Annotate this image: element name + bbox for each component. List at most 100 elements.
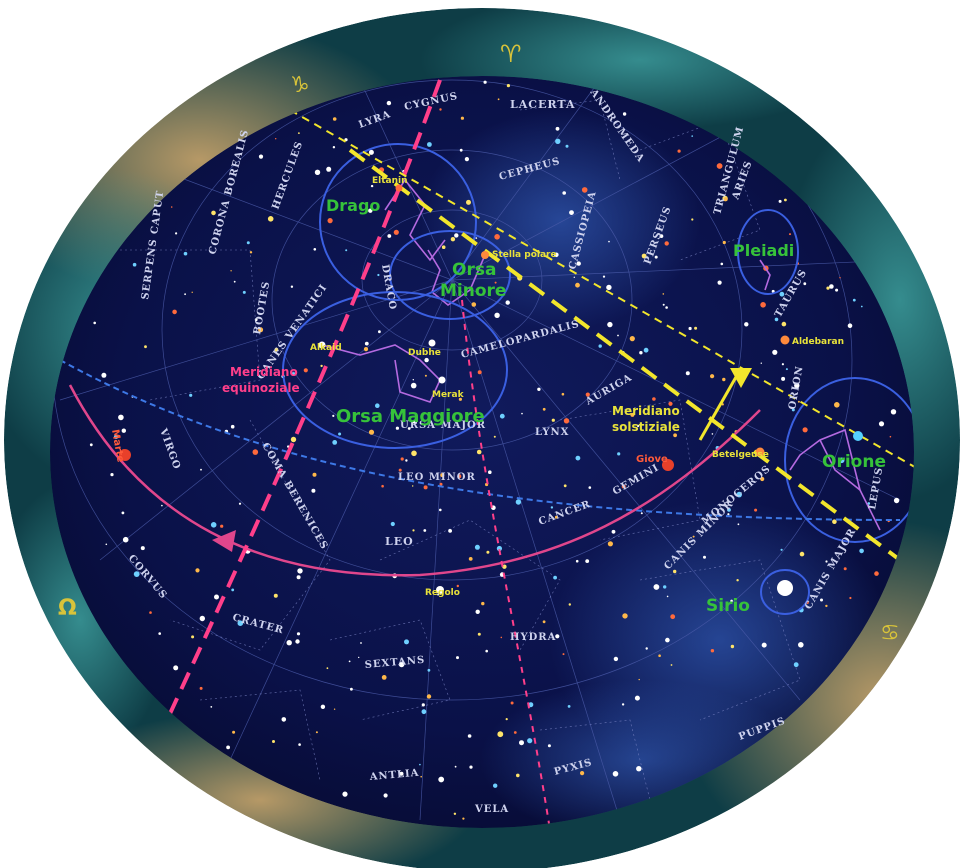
star — [598, 344, 602, 348]
star — [581, 187, 588, 193]
label-sirio: Sirio — [706, 596, 750, 616]
star — [220, 524, 224, 528]
star — [230, 424, 235, 429]
star — [459, 148, 463, 152]
star — [320, 704, 326, 709]
star — [519, 740, 524, 746]
star — [326, 166, 332, 172]
ecliptic-arrow-icon — [212, 530, 236, 552]
star — [737, 523, 740, 526]
solstice-marker — [698, 369, 742, 441]
star — [118, 414, 124, 421]
star — [291, 372, 296, 376]
star — [252, 449, 259, 455]
solstice-arrow-icon — [730, 368, 752, 388]
star — [441, 245, 446, 249]
star — [575, 455, 581, 461]
pleiades-outline — [737, 209, 799, 295]
label-orsa-minore-1: Orsa — [452, 260, 496, 280]
star — [785, 368, 788, 371]
star — [296, 632, 301, 636]
star — [483, 80, 487, 84]
star — [191, 291, 193, 293]
star — [685, 371, 690, 376]
star — [859, 548, 864, 554]
star — [158, 632, 161, 635]
star — [838, 457, 845, 464]
star — [550, 506, 554, 509]
star — [621, 484, 626, 489]
star — [710, 649, 715, 653]
star — [424, 374, 427, 377]
dubhe-star — [428, 339, 436, 347]
star — [296, 575, 301, 580]
star — [170, 206, 173, 208]
star — [274, 347, 279, 352]
star — [730, 599, 733, 603]
star — [567, 705, 571, 708]
star — [395, 426, 399, 430]
star — [797, 400, 800, 403]
star — [493, 435, 496, 438]
star — [101, 372, 107, 378]
star — [607, 541, 614, 547]
star — [659, 234, 664, 239]
star — [793, 662, 799, 668]
star — [438, 776, 445, 783]
star — [621, 703, 625, 706]
star — [439, 108, 442, 111]
star — [295, 639, 300, 644]
star — [326, 667, 329, 670]
star — [781, 376, 786, 381]
star — [161, 504, 163, 507]
star — [723, 197, 728, 202]
star — [772, 349, 778, 355]
star — [298, 743, 301, 746]
star — [673, 433, 677, 438]
star — [585, 559, 590, 563]
star — [629, 336, 635, 342]
star — [468, 557, 473, 561]
star — [275, 138, 277, 140]
star — [878, 421, 885, 427]
star — [481, 601, 485, 606]
capricorn-zodiac-icon: ♑ — [290, 73, 310, 98]
label-drago: Drago — [326, 196, 380, 215]
star — [617, 452, 621, 456]
star — [456, 584, 459, 588]
label-hydra: HYDRA — [510, 632, 556, 643]
star — [383, 793, 388, 798]
star — [238, 502, 242, 505]
star — [458, 397, 462, 401]
merak-star — [438, 376, 446, 384]
star — [377, 273, 380, 277]
star — [563, 418, 570, 424]
star — [668, 401, 673, 406]
star — [497, 731, 504, 738]
star — [381, 675, 387, 680]
alkaid-star — [318, 341, 326, 349]
label-ursa-major: URSA MAJOR — [400, 420, 486, 431]
star — [485, 649, 489, 653]
star — [547, 744, 551, 748]
star — [613, 656, 619, 662]
star — [553, 575, 557, 580]
ursa-minor-outline — [389, 230, 511, 320]
star — [486, 550, 490, 554]
star — [691, 218, 694, 221]
star — [641, 253, 647, 259]
star — [636, 766, 642, 772]
star — [565, 144, 569, 148]
star — [149, 611, 152, 614]
label-betelgeuse: Betelgeuse — [712, 450, 769, 460]
star — [551, 418, 555, 422]
label-aldebaran: Aldebaran — [792, 337, 844, 347]
star — [611, 529, 616, 534]
star — [313, 248, 317, 251]
star — [488, 470, 492, 475]
star — [835, 288, 839, 292]
star — [404, 639, 409, 645]
label-orione: Orione — [822, 452, 886, 472]
star — [332, 440, 338, 445]
star — [643, 347, 649, 353]
